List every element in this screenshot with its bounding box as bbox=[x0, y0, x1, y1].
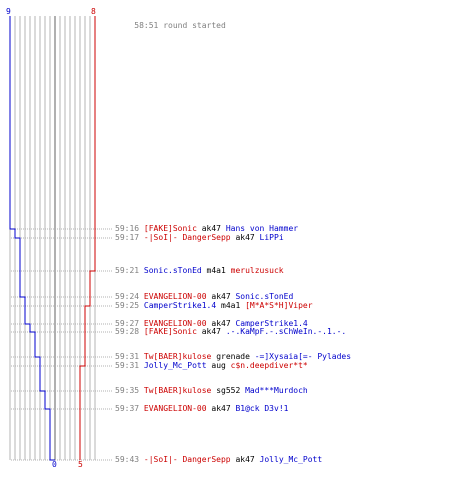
kill-event: 59:31 Jolly_Mc_Pott aug c$n.deepdiver*t* bbox=[115, 361, 308, 370]
victim-name: Mad***Murdoch bbox=[245, 386, 308, 395]
weapon-name: ak47 bbox=[211, 292, 231, 301]
kill-event: 59:24 EVANGELION-00 ak47 Sonic.sTonEd bbox=[115, 292, 293, 301]
victim-name: CamperStrike1.4 bbox=[235, 319, 308, 328]
killer-name: [FAKE]Sonic bbox=[143, 224, 197, 233]
kill-event: 59:28 [FAKE]Sonic ak47 .-.KaMpF.-.sChWeI… bbox=[115, 327, 346, 336]
weapon-name: ak47 bbox=[235, 233, 255, 242]
weapon-name: grenade bbox=[216, 352, 250, 361]
event-time: 59:24 bbox=[115, 292, 140, 301]
event-time: 59:35 bbox=[115, 386, 140, 395]
event-time: 59:37 bbox=[115, 404, 140, 413]
killer-name: [FAKE]Sonic bbox=[143, 327, 197, 336]
round-start-text: round started bbox=[163, 21, 226, 30]
weapon-name: ak47 bbox=[211, 319, 231, 328]
red-end-score: 5 bbox=[78, 460, 83, 469]
event-time: 59:17 bbox=[115, 233, 140, 242]
event-time: 59:43 bbox=[115, 455, 140, 464]
killer-name: EVANGELION-00 bbox=[143, 319, 207, 328]
killer-name: -|SoI|- DangerSepp bbox=[143, 455, 231, 464]
kill-event: 59:21 Sonic.sTonEd m4a1 merulzusuck bbox=[115, 266, 284, 275]
weapon-name: ak47 bbox=[235, 455, 255, 464]
event-time: 59:25 bbox=[115, 301, 140, 310]
event-time: 59:21 bbox=[115, 266, 140, 275]
red-start-score: 8 bbox=[91, 7, 96, 16]
event-time: 59:27 bbox=[115, 319, 140, 328]
kill-event: 59:35 Tw[BAER]kulose sg552 Mad***Murdoch bbox=[115, 386, 308, 395]
victim-name: LiPPi bbox=[259, 233, 284, 242]
event-time: 59:28 bbox=[115, 327, 140, 336]
event-time: 59:31 bbox=[115, 361, 140, 370]
victim-name: [M*A*S*H]Viper bbox=[245, 301, 313, 310]
kill-event: 59:25 CamperStrike1.4 m4a1 [M*A*S*H]Vipe… bbox=[115, 301, 313, 310]
event-time: 58:51 bbox=[134, 21, 159, 30]
victim-name: Sonic.sTonEd bbox=[235, 292, 294, 301]
event-time: 59:31 bbox=[115, 352, 140, 361]
victim-name: B1@ck D3v!1 bbox=[235, 404, 289, 413]
victim-name: merulzusuck bbox=[230, 266, 284, 275]
victim-name: .-.KaMpF.-.sChWeIn.-.1.-. bbox=[225, 327, 347, 336]
kill-event: 59:16 [FAKE]Sonic ak47 Hans von Hammer bbox=[115, 224, 298, 233]
weapon-name: ak47 bbox=[211, 404, 231, 413]
blue-start-score: 9 bbox=[6, 7, 11, 16]
weapon-name: sg552 bbox=[216, 386, 241, 395]
event-time: 59:16 bbox=[115, 224, 140, 233]
killer-name: Sonic.sTonEd bbox=[143, 266, 202, 275]
kill-event: 59:17 -|SoI|- DangerSepp ak47 LiPPi bbox=[115, 233, 284, 242]
killer-name: -|SoI|- DangerSepp bbox=[143, 233, 231, 242]
weapon-name: aug bbox=[211, 361, 226, 370]
kill-event: 59:43 -|SoI|- DangerSepp ak47 Jolly_Mc_P… bbox=[115, 455, 322, 464]
weapon-name: m4a1 bbox=[221, 301, 241, 310]
killer-name: Tw[BAER]kulose bbox=[143, 352, 212, 361]
victim-name: -=]Xysaia[=- Pylades bbox=[254, 352, 352, 361]
victim-name: Jolly_Mc_Pott bbox=[259, 455, 323, 464]
blue-end-score: 0 bbox=[52, 460, 57, 469]
kill-event: 59:37 EVANGELION-00 ak47 B1@ck D3v!1 bbox=[115, 404, 288, 413]
killer-name: Jolly_Mc_Pott bbox=[143, 361, 207, 370]
killer-name: Tw[BAER]kulose bbox=[143, 386, 212, 395]
killer-name: EVANGELION-00 bbox=[143, 404, 207, 413]
killer-name: EVANGELION-00 bbox=[143, 292, 207, 301]
kill-event: 59:31 Tw[BAER]kulose grenade -=]Xysaia[=… bbox=[115, 352, 351, 361]
victim-name: Hans von Hammer bbox=[225, 224, 299, 233]
blue-team-line bbox=[9, 16, 55, 461]
weapon-name: ak47 bbox=[201, 224, 221, 233]
victim-name: c$n.deepdiver*t* bbox=[230, 361, 308, 370]
kill-event: 59:27 EVANGELION-00 ak47 CamperStrike1.4 bbox=[115, 319, 308, 328]
round-start-line: 58:51 round started bbox=[115, 12, 226, 39]
weapon-name: m4a1 bbox=[206, 266, 226, 275]
weapon-name: ak47 bbox=[201, 327, 221, 336]
red-team-line bbox=[79, 16, 96, 460]
killer-name: CamperStrike1.4 bbox=[143, 301, 217, 310]
